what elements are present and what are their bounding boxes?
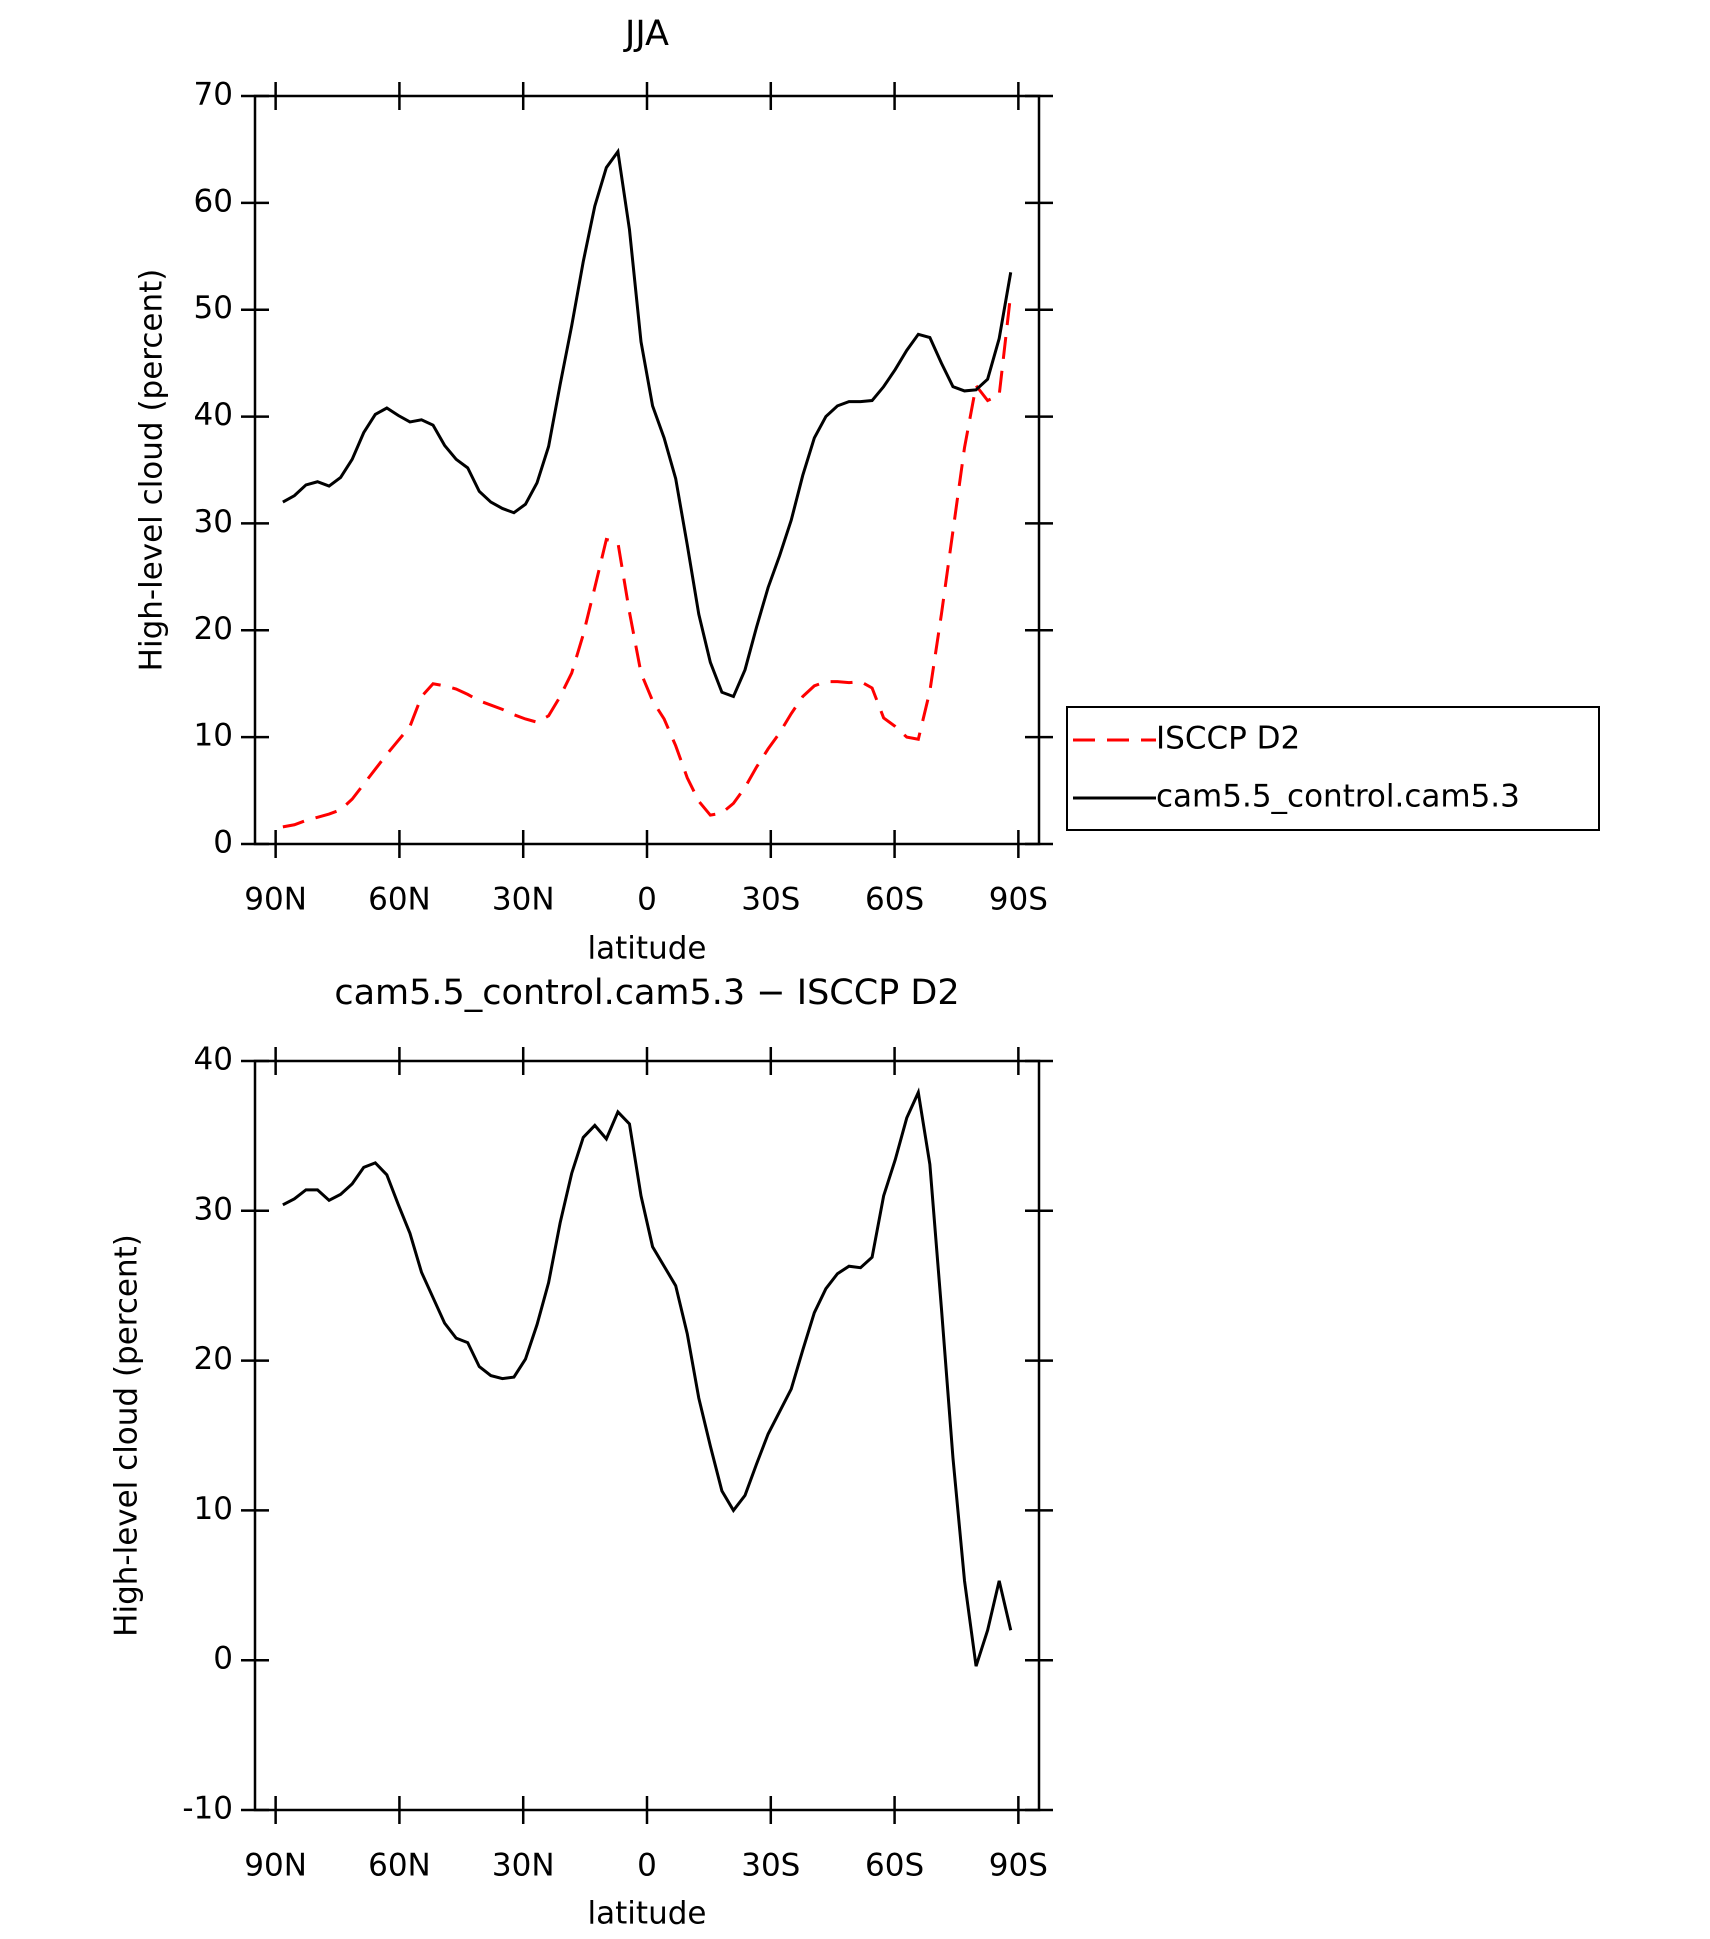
x-tick-label: 0	[637, 1848, 657, 1884]
y-axis-label: High-level cloud (percent)	[134, 269, 170, 672]
x-tick-label: 60S	[865, 1848, 924, 1884]
data-line	[282, 1087, 1013, 1667]
chart-title: cam5.5_control.cam5.3 − ISCCP D2	[334, 973, 959, 1013]
x-axis-label: latitude	[588, 1896, 707, 1932]
x-tick-label: 60S	[865, 882, 924, 918]
y-tick-label: 20	[194, 611, 233, 647]
data-line	[282, 293, 1013, 829]
y-tick-label: 40	[194, 1042, 233, 1078]
y-tick-label: 0	[213, 1641, 233, 1677]
y-tick-label: 30	[194, 1191, 233, 1227]
y-tick-label: 30	[194, 504, 233, 540]
y-tick-label: 60	[194, 183, 233, 219]
x-tick-label: 90N	[244, 882, 307, 918]
y-tick-label: 50	[194, 290, 233, 326]
legend-label: ISCCP D2	[1156, 721, 1300, 757]
y-axis-label: High-level cloud (percent)	[109, 1234, 145, 1637]
y-tick-label: 10	[194, 718, 233, 754]
x-tick-label: 30S	[741, 1848, 800, 1884]
x-tick-label: 60N	[368, 882, 431, 918]
plot-frame	[253, 1059, 1041, 1812]
x-tick-label: 30N	[492, 1848, 555, 1884]
x-tick-label: 90S	[989, 882, 1048, 918]
x-tick-label: 30S	[741, 882, 800, 918]
y-tick-label: 20	[194, 1341, 233, 1377]
x-tick-label: 60N	[368, 1848, 431, 1884]
plot-frame	[253, 94, 1041, 846]
x-tick-label: 30N	[492, 882, 555, 918]
x-tick-label: 90N	[244, 1848, 307, 1884]
y-tick-label: 70	[194, 77, 233, 113]
x-axis-label: latitude	[588, 931, 707, 967]
legend-box	[1066, 706, 1600, 831]
data-line	[282, 147, 1013, 699]
x-tick-label: 0	[637, 882, 657, 918]
legend-label: cam5.5_control.cam5.3	[1156, 779, 1520, 815]
x-tick-label: 90S	[989, 1848, 1048, 1884]
chart-title: JJA	[623, 14, 669, 54]
y-tick-label: 10	[194, 1491, 233, 1527]
y-tick-label: -10	[182, 1791, 233, 1827]
y-tick-label: 0	[213, 825, 233, 861]
y-tick-label: 40	[194, 397, 233, 433]
